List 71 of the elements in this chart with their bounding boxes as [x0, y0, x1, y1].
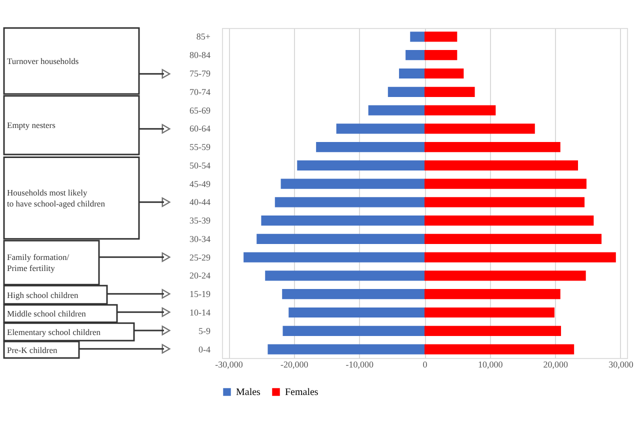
- bar: [288, 307, 424, 318]
- bar: [424, 50, 458, 60]
- legend-label: Females: [285, 387, 318, 398]
- y-tick-label: 20-24: [190, 270, 211, 281]
- bar: [368, 105, 424, 116]
- text: Elementary school children: [7, 326, 102, 337]
- x-tick-label: -20,000: [280, 360, 309, 370]
- y-tick-label: 55-59: [190, 142, 211, 152]
- bar: [424, 197, 585, 208]
- x-tick-label: 0: [422, 360, 428, 370]
- bar: [336, 124, 424, 134]
- x-tick-label: 20,000: [543, 360, 569, 370]
- y-tick-label: 85+: [196, 32, 210, 42]
- bar: [424, 307, 554, 318]
- bar: [424, 105, 496, 116]
- bar: [424, 142, 560, 152]
- y-tick-label: 75-79: [190, 68, 211, 78]
- text: Turnover households: [7, 56, 79, 66]
- bar: [424, 216, 594, 226]
- y-tick-label: 40-44: [190, 197, 211, 208]
- bar: [274, 197, 424, 208]
- bar: [282, 326, 424, 336]
- text: Family formation/ Prime fertility: [7, 252, 70, 274]
- bar: [282, 289, 424, 300]
- text: Pre-K children: [7, 344, 58, 355]
- text: Middle school children: [7, 308, 87, 319]
- y-tick-label: 5-9: [198, 326, 211, 336]
- bar: [297, 160, 424, 170]
- bar: [316, 142, 424, 152]
- y-tick-label: 60-64: [190, 124, 211, 134]
- y-tick-label: 45-49: [190, 178, 211, 189]
- y-tick-label: 70-74: [190, 86, 211, 97]
- bar: [244, 252, 424, 262]
- bar: [424, 252, 616, 262]
- bar: [261, 216, 424, 226]
- y-tick-label: 10-14: [190, 308, 211, 318]
- bar: [424, 178, 586, 189]
- y-tick-label: 65-69: [190, 105, 211, 116]
- text: High school children: [7, 290, 80, 300]
- y-tick-label: 0-4: [198, 344, 211, 354]
- bar: [424, 326, 562, 336]
- bar: [406, 50, 424, 60]
- bar: [424, 289, 560, 300]
- bar: [280, 178, 424, 189]
- x-tick-label: -30,000: [215, 360, 244, 370]
- x-tick-label: -10,000: [346, 360, 374, 370]
- bar: [268, 344, 424, 354]
- text: Households most likely to have school-aged children: [7, 188, 106, 209]
- bar: [399, 68, 424, 79]
- bar: [424, 32, 458, 42]
- bar: [424, 234, 602, 244]
- y-tick-label: 50-54: [190, 160, 211, 170]
- y-tick-label: 35-39: [190, 216, 211, 226]
- bar: [256, 234, 424, 244]
- y-tick-label: 30-34: [190, 234, 211, 244]
- text: Empty nesters: [7, 120, 56, 130]
- x-tick-label: 10,000: [478, 360, 504, 370]
- y-tick-label: 80-84: [190, 50, 211, 60]
- bar: [265, 270, 424, 281]
- y-tick-label: 25-29: [190, 252, 211, 262]
- x-tick-label: 30,000: [608, 360, 634, 370]
- bar: [424, 68, 464, 79]
- bar: [388, 86, 424, 97]
- bar: [410, 32, 424, 42]
- legend-label: Males: [236, 387, 261, 398]
- bar: [424, 270, 586, 281]
- bar: [424, 86, 475, 97]
- bar: [424, 124, 535, 134]
- y-tick-label: 15-19: [190, 289, 211, 300]
- bar: [424, 344, 574, 354]
- bar: [424, 160, 578, 170]
